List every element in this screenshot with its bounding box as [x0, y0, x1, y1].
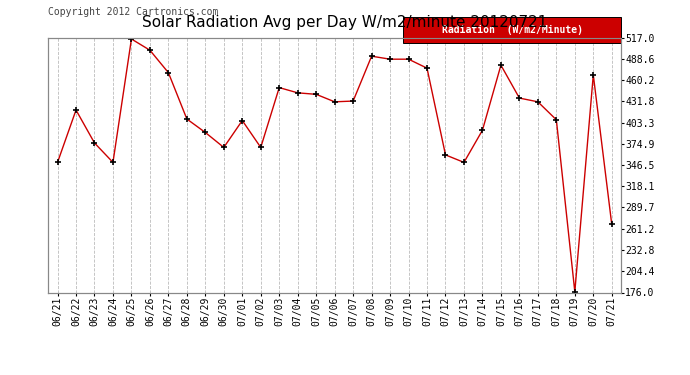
FancyBboxPatch shape — [404, 17, 621, 43]
Text: Solar Radiation Avg per Day W/m2/minute 20120721: Solar Radiation Avg per Day W/m2/minute … — [142, 15, 548, 30]
Text: Copyright 2012 Cartronics.com: Copyright 2012 Cartronics.com — [48, 7, 219, 17]
Text: Radiation  (W/m2/Minute): Radiation (W/m2/Minute) — [442, 25, 582, 35]
